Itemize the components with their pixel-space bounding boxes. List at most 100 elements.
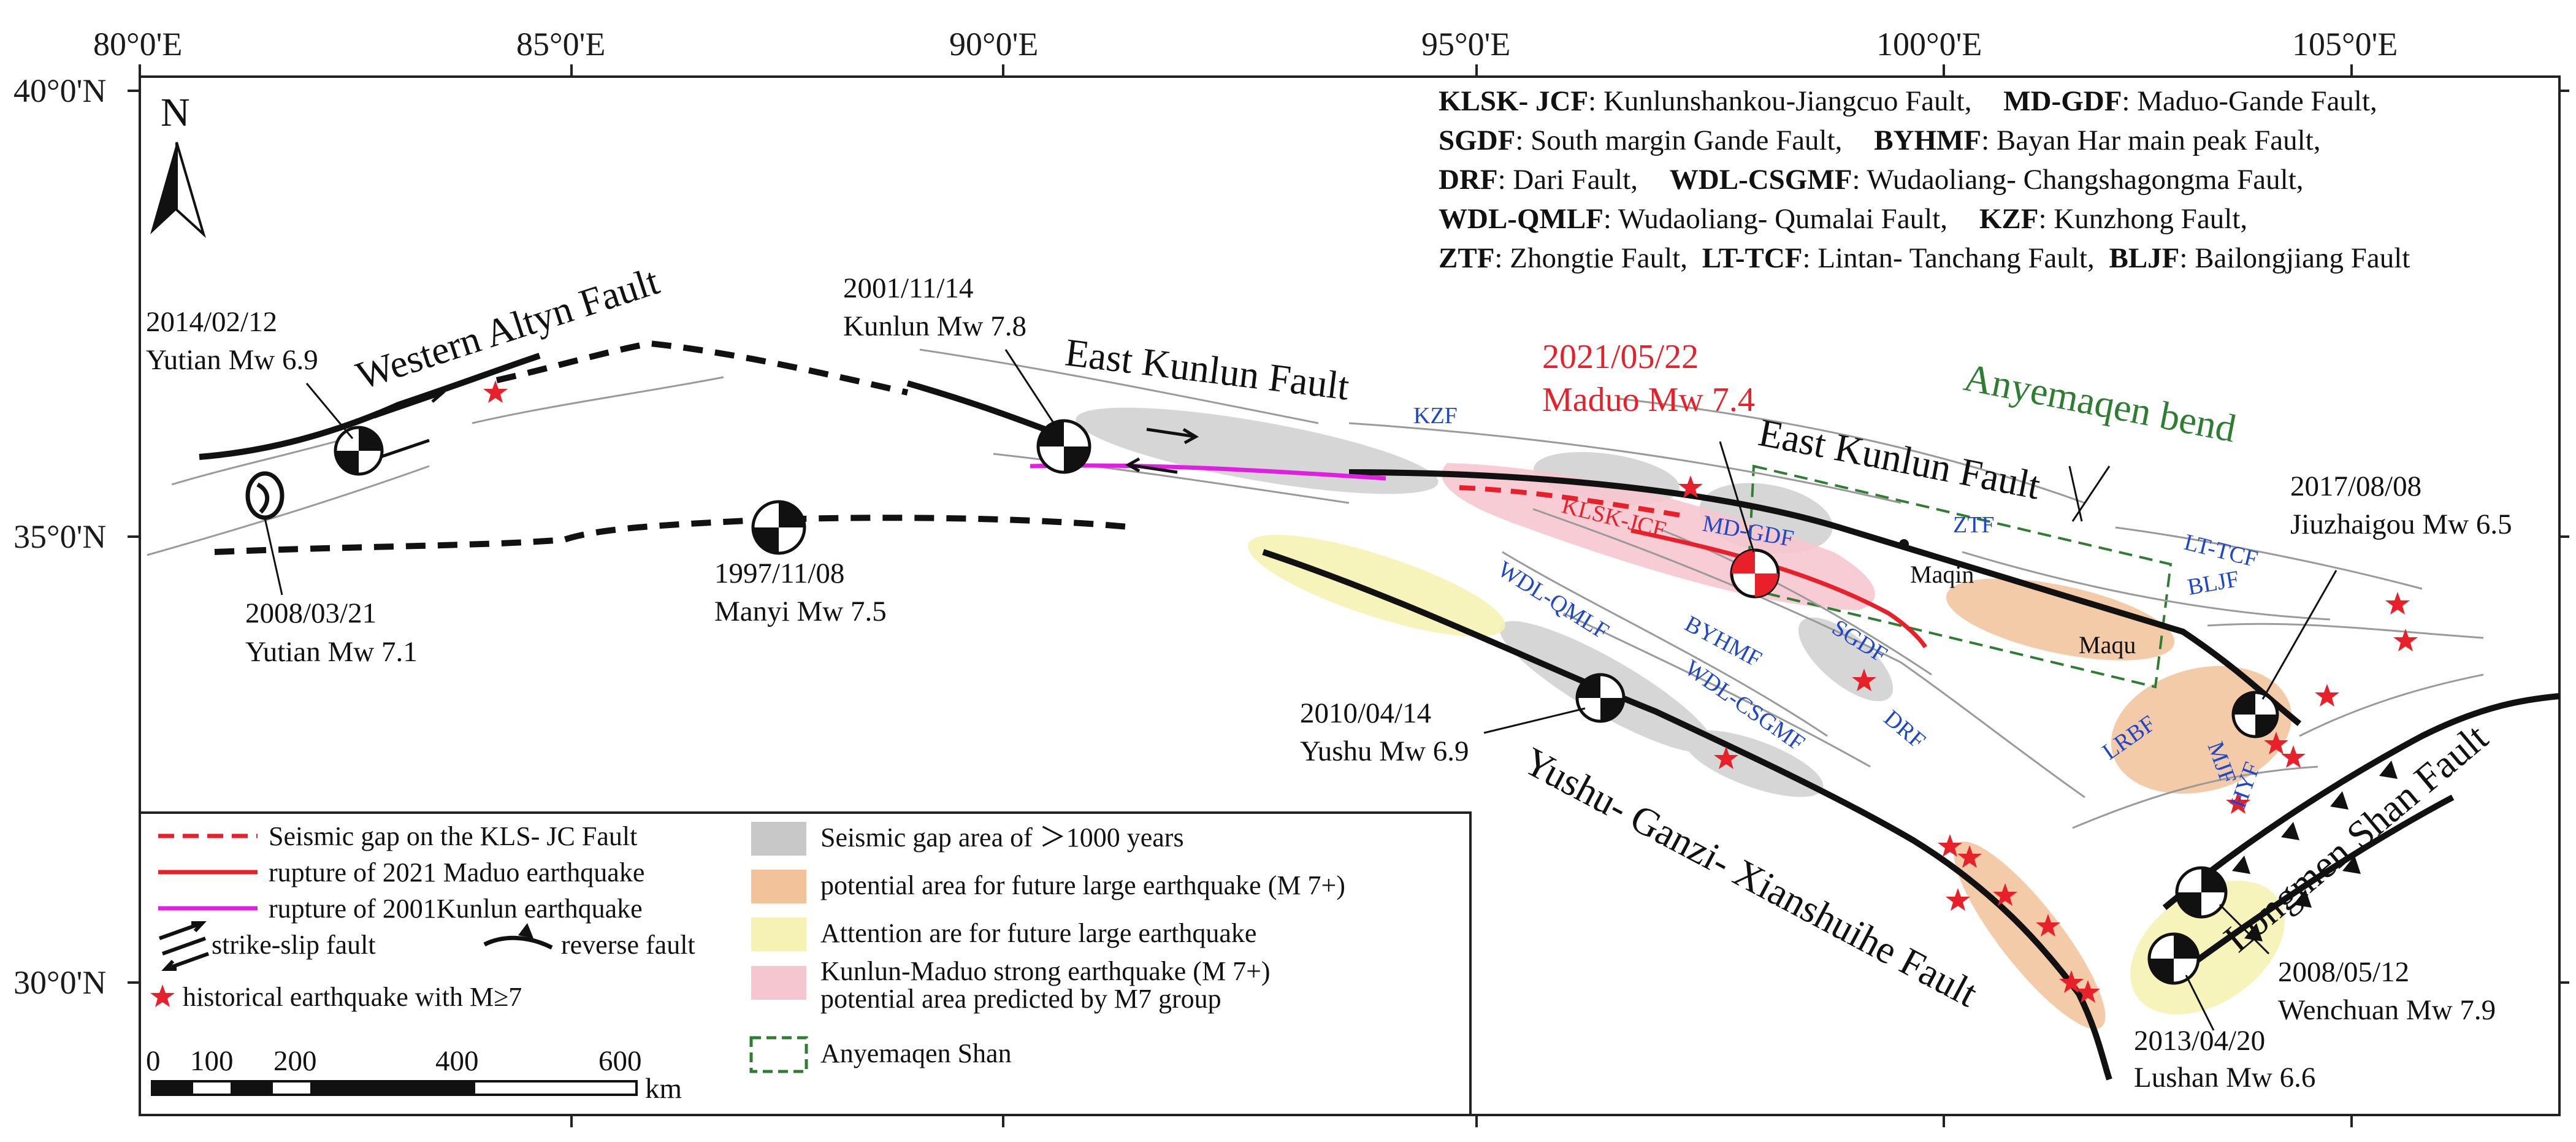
historical-star-15 bbox=[2226, 791, 2250, 814]
potential-area-maqin bbox=[1946, 578, 2175, 661]
yushu-ganzi-fault bbox=[1262, 549, 2112, 1081]
yushu-2010-name: Yushu Mw 6.9 bbox=[1300, 735, 1469, 767]
scale-tick-200: 200 bbox=[273, 1045, 317, 1077]
kunlun-2001-date: 2001/11/14 bbox=[843, 272, 973, 304]
longmen-thrust-teeth bbox=[2232, 761, 2398, 941]
gap-area-yushu-east bbox=[1684, 730, 1824, 797]
yutian-2014-name: Yutian Mw 6.9 bbox=[146, 344, 318, 376]
yutian-2008-name: Yutian Mw 7.1 bbox=[245, 636, 418, 668]
historical-star-17 bbox=[2393, 629, 2418, 651]
beachball-kunlun-2001 bbox=[1036, 419, 1091, 474]
historical-star-7 bbox=[1946, 888, 1970, 911]
maqin-label: Maqin bbox=[1910, 561, 1974, 588]
gap-area-kunlun bbox=[1076, 407, 1439, 494]
legend-potential: potential area for future large earthqua… bbox=[820, 870, 1345, 900]
western-altyn-fault bbox=[199, 353, 541, 460]
lon-tick-80: 80°0'E bbox=[93, 26, 182, 63]
historical-star-10 bbox=[2059, 970, 2084, 993]
scale-tick-0: 0 bbox=[146, 1045, 161, 1077]
legend-strike-slip: strike-slip fault bbox=[212, 930, 376, 960]
lon-tick-100: 100°0'E bbox=[1876, 26, 1982, 63]
manyi-1997-date: 1997/11/08 bbox=[714, 558, 844, 589]
beachball-wenchuan-2008 bbox=[2175, 866, 2228, 919]
wenchuan-2008-name: Wenchuan Mw 7.9 bbox=[2278, 994, 2496, 1026]
historical-star-5 bbox=[1938, 834, 1962, 857]
east-kunlun-fault-label-west: East Kunlun Fault bbox=[1063, 330, 1351, 408]
legend-reverse: reverse fault bbox=[561, 930, 695, 960]
kunlun-2001-rupture bbox=[1030, 463, 1386, 481]
north-arrow-label: N bbox=[161, 90, 190, 135]
abbreviation-key: KLSK- JCF: Kunlunshankou-Jiangcuo Fault,… bbox=[1439, 85, 2410, 274]
historical-earthquakes bbox=[483, 380, 2418, 1003]
historical-star-13 bbox=[2264, 732, 2288, 754]
wenchuan-2008-date: 2008/05/12 bbox=[2278, 956, 2409, 988]
north-arrow-icon bbox=[150, 142, 177, 234]
maduo-2021-date: 2021/05/22 bbox=[1542, 338, 1699, 376]
legend-anyemaqen: Anyemaqen Shan bbox=[820, 1038, 1012, 1068]
historical-star-6 bbox=[1957, 845, 1982, 868]
legend-historical: historical earthquake with M≥7 bbox=[183, 982, 522, 1012]
anyemaqen-shan-box bbox=[1746, 464, 2173, 689]
abbr-row-4: WDL-QMLF: Wudaoliang- Qumalai Fault, KZF… bbox=[1439, 203, 2247, 235]
lon-tick-90: 90°0'E bbox=[949, 26, 1038, 63]
abbr-row-3: DRF: Dari Fault, WDL-CSGMF: Wudaoliang- … bbox=[1439, 164, 2304, 196]
major-faults bbox=[199, 353, 2560, 1081]
legend-kunlun-maduo-swatch bbox=[751, 966, 806, 1000]
scale-tick-100: 100 bbox=[190, 1045, 234, 1077]
longmen-shan-fault-2 bbox=[2175, 794, 2455, 978]
lushan-2013-date: 2013/04/20 bbox=[2134, 1025, 2265, 1057]
east-kunlun-fault-east bbox=[1348, 469, 2302, 726]
lat-ticks bbox=[128, 90, 2569, 984]
beachball-yutian-2014 bbox=[334, 426, 384, 476]
maduo-2021-name: Maduo Mw 7.4 bbox=[1542, 381, 1755, 419]
beachball-manyi-1997 bbox=[751, 500, 806, 555]
historical-star-4 bbox=[1714, 746, 1738, 769]
legend: Seismic gap on the KLS- JC Fault rupture… bbox=[139, 811, 1472, 1116]
beachball-maduo-2021 bbox=[1730, 548, 1780, 599]
north-arrow: N bbox=[150, 90, 206, 239]
legend-kunlun: rupture of 2001Kunlun earthquake bbox=[269, 894, 643, 924]
legend-anyemaqen-swatch bbox=[749, 1036, 808, 1073]
beachball-yushu-2010 bbox=[1575, 673, 1626, 723]
attention-area-west bbox=[1248, 535, 1505, 637]
drf-label: DRF bbox=[1879, 705, 1930, 754]
lon-tick-105: 105°0'E bbox=[2292, 26, 2398, 63]
kzf-label: KZF bbox=[1413, 403, 1458, 429]
legend-potential-swatch bbox=[751, 870, 806, 903]
lat-tick-40: 40°0'N bbox=[13, 72, 106, 109]
yutian-2014-date: 2014/02/12 bbox=[146, 306, 277, 338]
legend-maduo: rupture of 2021 Maduo earthquake bbox=[269, 857, 644, 887]
historical-star-14 bbox=[2281, 745, 2306, 768]
yushu-2010-date: 2010/04/14 bbox=[1300, 697, 1431, 729]
legend-kunlun-maduo-1: Kunlun-Maduo strong earthquake (M 7+) bbox=[820, 956, 1271, 986]
scale-tick-400: 400 bbox=[435, 1045, 479, 1077]
lat-tick-30: 30°0'N bbox=[13, 964, 106, 1001]
historical-star-9 bbox=[2036, 914, 2060, 937]
lon-ticks-bottom bbox=[570, 1115, 2353, 1127]
anyemaqen-bend-label: Anyemaqen bend bbox=[1960, 355, 2239, 450]
maqu-label: Maqu bbox=[2079, 631, 2136, 659]
legend-gap-area: Seismic gap area of ＞1000 years bbox=[820, 822, 1184, 853]
lat-tick-35: 35°0'N bbox=[13, 518, 106, 555]
legend-kunlun-maduo-2: potential area predicted by M7 group bbox=[820, 984, 1221, 1014]
historical-star-3 bbox=[1852, 669, 1876, 691]
longmen-shan-fault bbox=[2162, 693, 2560, 910]
legend-attention-swatch bbox=[751, 918, 806, 951]
historical-star-8 bbox=[1993, 883, 2017, 906]
lon-tick-85: 85°0'E bbox=[516, 26, 605, 63]
scale-bar bbox=[151, 1080, 638, 1096]
legend-attention: Attention are for future large earthquak… bbox=[820, 918, 1256, 948]
jiuzhaigou-2017-name: Jiuzhaigou Mw 6.5 bbox=[2290, 508, 2512, 540]
kunlun-2001-name: Kunlun Mw 7.8 bbox=[843, 310, 1026, 342]
legend-star-icon bbox=[150, 984, 175, 1007]
historical-star-11 bbox=[2076, 980, 2100, 1003]
altyn-fault-north-dashed bbox=[495, 340, 909, 396]
lushan-2013-name: Lushan Mw 6.6 bbox=[2134, 1062, 2315, 1094]
maduo-2021-rupture bbox=[1630, 528, 1927, 648]
scale-tick-600: 600 bbox=[598, 1045, 642, 1077]
legend-strike-slip-icon bbox=[158, 921, 210, 971]
klsk-jc-seismic-gap bbox=[1459, 485, 1681, 518]
lt-tcf-label: LT-TCF bbox=[2182, 529, 2260, 572]
maqin-dot bbox=[1899, 539, 1909, 549]
